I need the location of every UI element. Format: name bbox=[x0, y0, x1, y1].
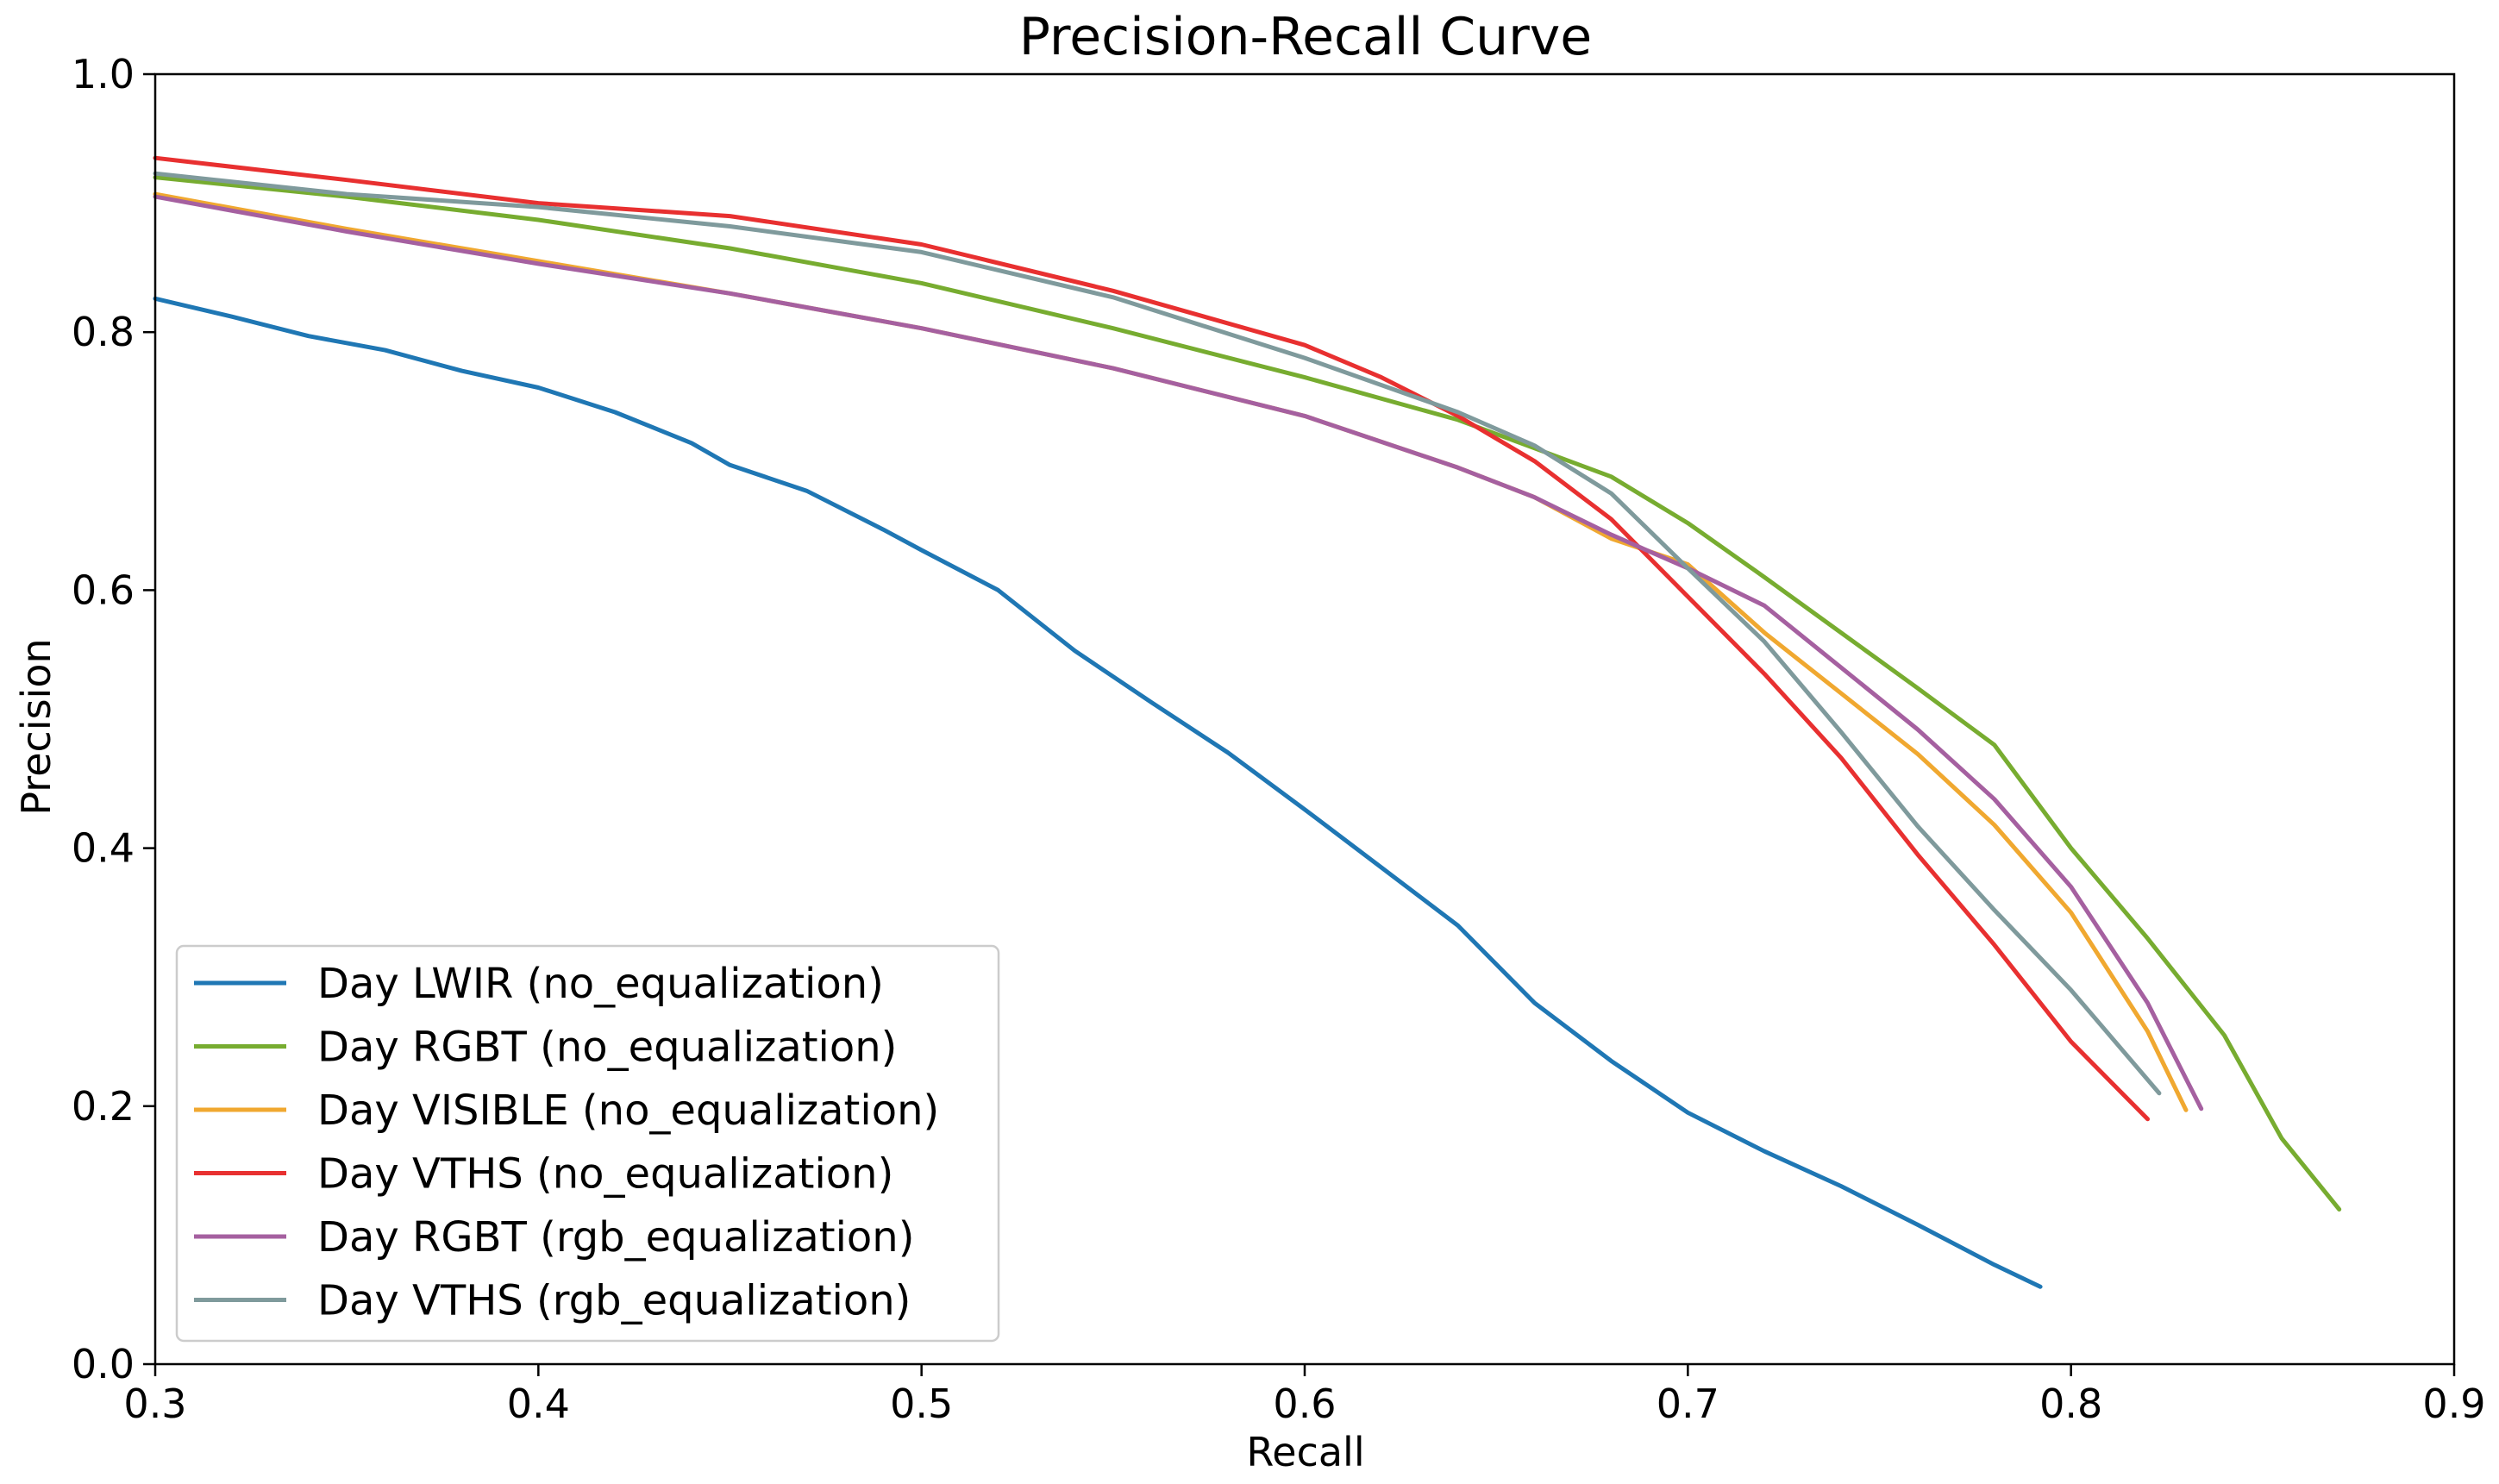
chart-title: Precision-Recall Curve bbox=[1019, 7, 1592, 67]
series-line-5 bbox=[153, 194, 2204, 1111]
legend-label-3: Day VISIBLE (no_equalization) bbox=[317, 1086, 939, 1135]
legend-box bbox=[175, 944, 1000, 1343]
x-tick-label: 0.6 bbox=[1273, 1381, 1336, 1427]
y-tick-label: 0.6 bbox=[72, 567, 135, 613]
y-tick-label: 1.0 bbox=[72, 51, 135, 97]
x-tick-label: 0.8 bbox=[2039, 1381, 2102, 1427]
legend-label-4: Day VTHS (no_equalization) bbox=[317, 1150, 893, 1199]
x-tick-label: 0.4 bbox=[507, 1381, 570, 1427]
y-tick-label: 0.8 bbox=[72, 309, 135, 355]
x-tick-label: 0.9 bbox=[2422, 1381, 2485, 1427]
series-line-6 bbox=[153, 171, 2162, 1096]
y-axis-label: Precision bbox=[13, 638, 60, 815]
series-line-4 bbox=[153, 155, 2150, 1122]
legend: Day LWIR (no_equalization) Day RGBT (no_e… bbox=[175, 944, 1000, 1343]
x-tick-label: 0.3 bbox=[123, 1381, 186, 1427]
x-tick-label: 0.5 bbox=[890, 1381, 953, 1427]
axes: 0.3 0.4 0.5 0.6 0.7 0.8 0.9 0.0 0.2 0.4 0.6 0.8 1.0 bbox=[72, 51, 2486, 1427]
legend-label-2: Day RGBT (no_equalization) bbox=[317, 1024, 897, 1072]
plot-area bbox=[153, 155, 2342, 1289]
x-axis-label: Recall bbox=[1246, 1429, 1364, 1475]
y-tick-label: 0.4 bbox=[72, 825, 135, 872]
series-line-2 bbox=[153, 175, 2342, 1212]
legend-label-1: Day LWIR (no_equalization) bbox=[317, 960, 884, 1008]
series-line-1 bbox=[153, 296, 2043, 1289]
y-tick-label: 0.2 bbox=[72, 1083, 135, 1130]
x-tick-label: 0.7 bbox=[1657, 1381, 1719, 1427]
legend-label-5: Day RGBT (rgb_equalization) bbox=[317, 1213, 914, 1262]
legend-label-6: Day VTHS (rgb_equalization) bbox=[317, 1277, 911, 1325]
y-tick-label: 0.0 bbox=[72, 1341, 135, 1387]
